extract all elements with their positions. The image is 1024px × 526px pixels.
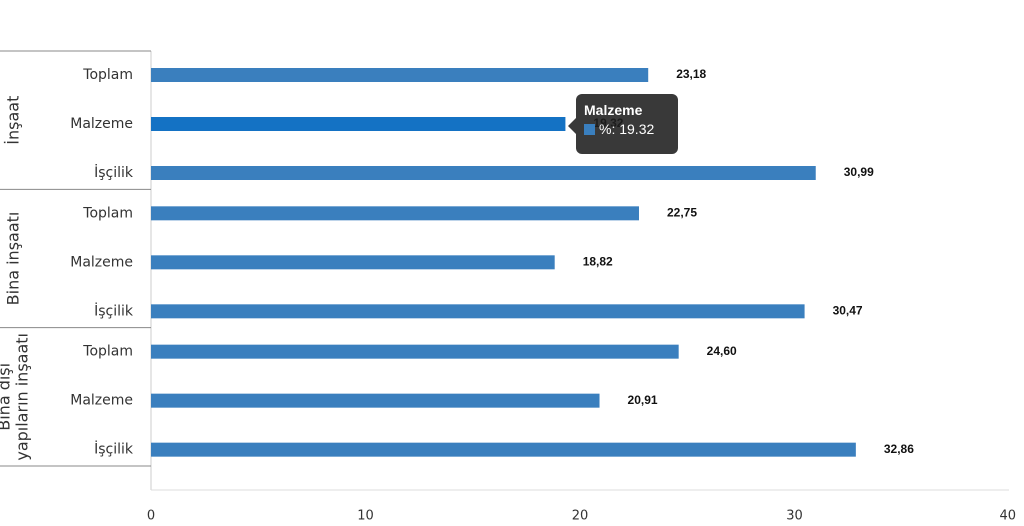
bar bbox=[151, 304, 805, 319]
group-label: İnşaat bbox=[4, 96, 23, 145]
data-label: 30,47 bbox=[833, 304, 863, 318]
bar bbox=[151, 117, 566, 131]
bar bbox=[151, 255, 555, 270]
tooltip-row: %: 19.32 bbox=[584, 118, 670, 140]
x-tick-label: 40 bbox=[999, 509, 1016, 524]
x-tick-label: 30 bbox=[786, 509, 803, 524]
bar bbox=[151, 442, 856, 457]
data-label: 18,82 bbox=[583, 255, 613, 269]
data-label: 23,18 bbox=[676, 67, 706, 81]
tooltip-colon: : bbox=[611, 121, 620, 137]
category-label: İşçilik bbox=[94, 301, 134, 319]
data-label: 30,99 bbox=[844, 165, 874, 179]
bar bbox=[151, 393, 600, 408]
category-label: Toplam bbox=[82, 205, 133, 221]
tooltip-swatch bbox=[584, 123, 595, 135]
category-label: Malzeme bbox=[70, 116, 133, 132]
x-tick-label: 10 bbox=[357, 509, 374, 524]
category-label: Toplam bbox=[82, 344, 133, 360]
data-label: 22,75 bbox=[667, 206, 697, 220]
category-label: Malzeme bbox=[70, 393, 133, 409]
bar bbox=[151, 68, 649, 82]
bar bbox=[151, 206, 639, 221]
bar bbox=[151, 166, 816, 180]
tooltip-title: Malzeme bbox=[584, 102, 643, 118]
data-label: 32,86 bbox=[884, 442, 914, 456]
category-label: İşçilik bbox=[94, 440, 134, 458]
chart-tooltip: Malzeme %: 19.32 bbox=[568, 94, 678, 154]
category-label: Toplam bbox=[82, 67, 133, 83]
category-label: Malzeme bbox=[70, 254, 133, 270]
bar bbox=[151, 344, 679, 359]
data-label: 20,91 bbox=[628, 393, 658, 407]
tooltip-value: 19.32 bbox=[619, 121, 655, 137]
group-label: yapıların inşaatı bbox=[13, 333, 32, 461]
x-tick-label: 20 bbox=[572, 509, 589, 524]
group-label: Bina inşaatı bbox=[4, 212, 23, 306]
data-label: 24,60 bbox=[707, 344, 737, 358]
category-label: İşçilik bbox=[94, 163, 134, 181]
x-tick-label: 0 bbox=[147, 509, 155, 524]
tooltip-series-label: % bbox=[599, 121, 612, 137]
group-label: Bina dışı bbox=[0, 363, 14, 431]
